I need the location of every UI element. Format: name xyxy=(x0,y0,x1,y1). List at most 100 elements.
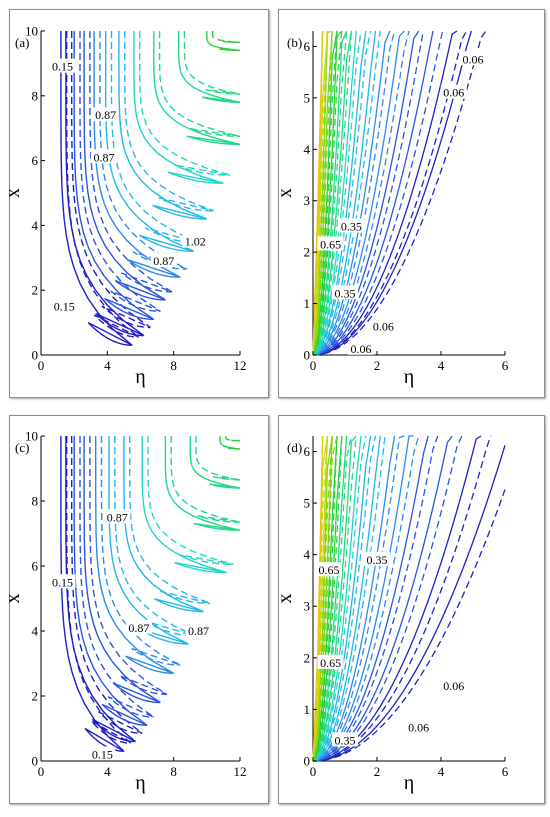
y-tick-label: 4 xyxy=(32,218,39,233)
contour-dashed xyxy=(211,31,241,43)
contour-dashed xyxy=(147,436,234,566)
contour-dashed xyxy=(312,435,367,762)
contour-label: 0.15 xyxy=(54,299,75,313)
contour-dashed xyxy=(312,30,343,356)
contour-dashed xyxy=(158,31,241,137)
contour-label-bg xyxy=(440,678,467,693)
contour-label-bg xyxy=(364,551,390,566)
contour-label-bg xyxy=(182,233,209,248)
contour-label: 0.35 xyxy=(335,286,356,300)
y-tick-label: 6 xyxy=(32,559,39,574)
contour-dashed xyxy=(312,489,506,762)
contour-label-bg xyxy=(150,253,177,268)
contour-solid xyxy=(164,436,241,531)
y-tick-label: 1 xyxy=(304,296,311,311)
contour-label-bg xyxy=(89,746,116,761)
panel-c: 0 4 8 12 0 2 4 6 8 10 η x (c) 0.87 0.15 0.87 0.87 0.15 xyxy=(2,429,247,795)
contour-label-bg xyxy=(316,562,342,577)
contour-solid xyxy=(312,435,482,762)
contour-dashed xyxy=(312,30,381,356)
contour-dashed xyxy=(312,435,377,762)
contour-solid xyxy=(312,435,362,762)
contour-label: 0.06 xyxy=(443,679,464,693)
contour-dashed xyxy=(170,436,241,523)
contour-label: 0.35 xyxy=(335,733,356,747)
contour-dashed xyxy=(312,435,338,762)
contour-label: 0.06 xyxy=(351,342,372,356)
y-tick-label: 4 xyxy=(304,547,311,562)
contour-label: 0.15 xyxy=(52,60,73,74)
contour-solid xyxy=(312,30,458,356)
panel-label: (c) xyxy=(15,440,29,455)
y-tick-label: 6 xyxy=(304,444,311,459)
contour-dashed xyxy=(312,435,439,762)
contour-label: 0.35 xyxy=(367,553,388,567)
contour-label-bg xyxy=(125,619,152,634)
x-tick-label: 2 xyxy=(374,358,381,373)
x-tick-label: 6 xyxy=(502,764,509,779)
panel-c-frame xyxy=(9,415,269,804)
x-tick-label: 0 xyxy=(310,358,317,373)
contour-label: 0.87 xyxy=(153,254,174,268)
contour-dashed xyxy=(312,30,372,356)
x-tick-label: 0 xyxy=(38,764,45,779)
y-axis-label: x xyxy=(274,594,296,604)
contour-label-bg xyxy=(49,58,76,73)
contour-label: 0.15 xyxy=(52,575,73,589)
contour-solid xyxy=(312,30,420,356)
contour-solid xyxy=(219,436,241,450)
contour-solid xyxy=(312,435,333,762)
x-tick-label: 2 xyxy=(374,764,381,779)
y-tick-label: 6 xyxy=(32,153,39,168)
contour-dashed xyxy=(79,31,161,312)
x-tick-label: 12 xyxy=(234,764,247,779)
contour-label-bg xyxy=(49,574,76,589)
contour-label-bg xyxy=(317,236,344,251)
panel-label: (a) xyxy=(15,35,29,50)
contour-dashed xyxy=(312,30,410,356)
contour-label-bg xyxy=(338,218,365,233)
contour-dashed xyxy=(183,31,241,95)
contour-solid xyxy=(312,435,396,762)
contour-dashed xyxy=(312,30,396,356)
y-tick-label: 10 xyxy=(25,24,38,39)
y-tick-label: 3 xyxy=(304,599,311,614)
contour-lines xyxy=(312,435,506,762)
contour-label-bg xyxy=(332,285,358,300)
y-tick-label: 6 xyxy=(304,39,311,54)
contour-label: 0.06 xyxy=(463,52,484,66)
contour-dashed xyxy=(225,436,241,442)
contour-label: 0.87 xyxy=(128,621,149,635)
contour-solid xyxy=(312,30,434,356)
contour-solid xyxy=(312,435,414,762)
contour-label: 0.06 xyxy=(408,720,429,734)
contour-label-bg xyxy=(91,149,118,164)
contour-label-bg xyxy=(405,719,432,734)
contour-dashed xyxy=(312,435,347,762)
contour-dashed xyxy=(100,436,181,666)
panel-label: (b) xyxy=(287,35,302,50)
y-axis-label: x xyxy=(2,594,24,604)
contour-solid xyxy=(118,31,208,220)
contour-dashed xyxy=(312,435,405,762)
contour-label: 0.87 xyxy=(95,108,116,122)
contour-label-bg xyxy=(348,340,374,355)
contour-solid xyxy=(312,435,381,762)
x-tick-label: 4 xyxy=(438,764,445,779)
contour-solid xyxy=(312,435,429,762)
contour-dashed xyxy=(79,436,155,718)
contour-solid xyxy=(206,31,241,52)
x-tick-label: 8 xyxy=(170,358,177,373)
contour-label-bg xyxy=(92,107,119,122)
contour-solid xyxy=(312,30,405,356)
contour-dashed xyxy=(124,31,214,212)
contour-dashed xyxy=(312,435,329,762)
contour-dashed xyxy=(66,436,132,744)
contour-solid xyxy=(65,31,145,337)
contour-dashed xyxy=(312,30,329,356)
contour-dashed xyxy=(312,435,386,762)
x-tick-label: 6 xyxy=(502,358,509,373)
y-tick-label: 0 xyxy=(304,348,311,363)
x-tick-label: 4 xyxy=(104,764,111,779)
contour-dashed xyxy=(312,30,487,356)
